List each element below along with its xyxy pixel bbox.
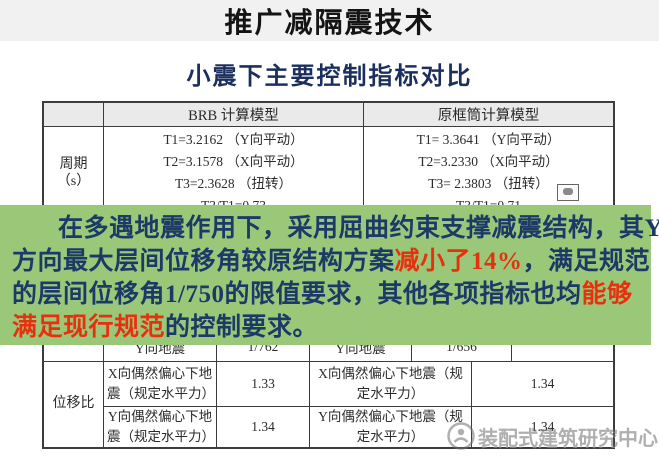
embedded-object-icon — [557, 184, 579, 201]
header-cell-brb-model: BRB 计算模型 — [104, 103, 364, 126]
callout-line2-text: 方向最大层间位移角较原结构方案 — [12, 248, 395, 275]
callout-line3-text: 的层间位移角1/750的限值要求，其他各项指标也均 — [12, 281, 582, 308]
period-orig-t1: T1= 3.3641 （Y向平动） — [416, 132, 561, 147]
ratio-y-orig-value: 1.34 — [530, 419, 555, 435]
header-cell-original-model: 原框筒计算模型 — [437, 108, 540, 124]
callout-highlight-reduction: 减小了14% — [394, 248, 523, 275]
callout-highlight-capable: 能够 — [581, 281, 633, 308]
callout-line-4: 满足现行规范的控制要求。 — [12, 311, 641, 344]
title-band: 推广减隔震技术 — [0, 0, 659, 41]
period-brb-t1: T1=3.2162 （Y向平动） — [163, 132, 304, 147]
comparison-table-top: BRB 计算模型 原框筒计算模型 周期 （s） T1=3.2162 （Y向平动）… — [42, 101, 615, 221]
displacement-ratio-rows: 位移比 X向偶然偏心下地震（规定水平力） 1.33 X向偶然偏心下地震（规定水平… — [44, 362, 613, 447]
callout-line-3: 的层间位移角1/750的限值要求，其他各项指标也均能够 — [12, 278, 641, 311]
slide-subtitle: 小震下主要控制指标对比 — [186, 63, 473, 90]
drift-row-label-empty — [44, 333, 104, 361]
ratio-x-orig-desc: X向偶然偏心下地震（规定水平力） — [310, 362, 472, 407]
callout-line4-tail: 的控制要求。 — [165, 314, 319, 341]
watermark-text: 装配式建筑研究中心 — [478, 427, 658, 450]
period-row-label: 周期 （s） — [44, 127, 104, 219]
period-brb-t2: T2=3.1578 （X向平动） — [163, 154, 304, 169]
period-orig-t2: T2=3.2330 （X向平动） — [418, 154, 559, 169]
ratio-row-label: 位移比 — [44, 362, 104, 447]
callout-line2-tail: ，满足规范 — [522, 248, 651, 275]
callout-line-2: 方向最大层间位移角较原结构方案减小了14%，满足规范 — [12, 245, 650, 278]
callout-line-1: 在多遇地震作用下，采用屈曲约束支撑减震结构，其Y — [58, 215, 659, 242]
ratio-x-brb-desc: X向偶然偏心下地震（规定水平力） — [104, 362, 217, 407]
slide-title: 推广减隔震技术 — [224, 7, 435, 39]
ratio-y-orig-desc: Y向偶然偏心下地震（规定水平力） — [310, 407, 472, 447]
period-brb-t3: T3=2.3628 （扭转） — [174, 176, 293, 191]
ratio-x-brb-value: 1.33 — [217, 362, 310, 407]
period-label-line2: （s） — [56, 174, 91, 189]
watermark: 装配式建筑研究中心 — [446, 421, 658, 451]
table-header-row: BRB 计算模型 原框筒计算模型 — [44, 103, 613, 127]
period-label-line1: 周期 — [59, 157, 88, 172]
header-cell-empty — [44, 103, 104, 126]
research-center-logo-icon — [447, 422, 475, 450]
callout-highlight-code-compliance: 满足现行规范 — [12, 314, 166, 341]
ratio-y-brb-value: 1.34 — [217, 407, 310, 447]
ratio-x-orig-value: 1.34 — [472, 362, 613, 407]
conclusion-callout: 在多遇地震作用下，采用屈曲约束支撑减震结构，其Y 方向最大层间位移角较原结构方案… — [0, 205, 659, 345]
period-orig-t3: T3= 2.3803 （扭转） — [428, 176, 549, 191]
period-orig-values: T1= 3.3641 （Y向平动） T2=3.2330 （X向平动） T3= 2… — [364, 127, 613, 219]
ratio-y-brb-desc: Y向偶然偏心下地震（规定水平力） — [104, 407, 217, 447]
